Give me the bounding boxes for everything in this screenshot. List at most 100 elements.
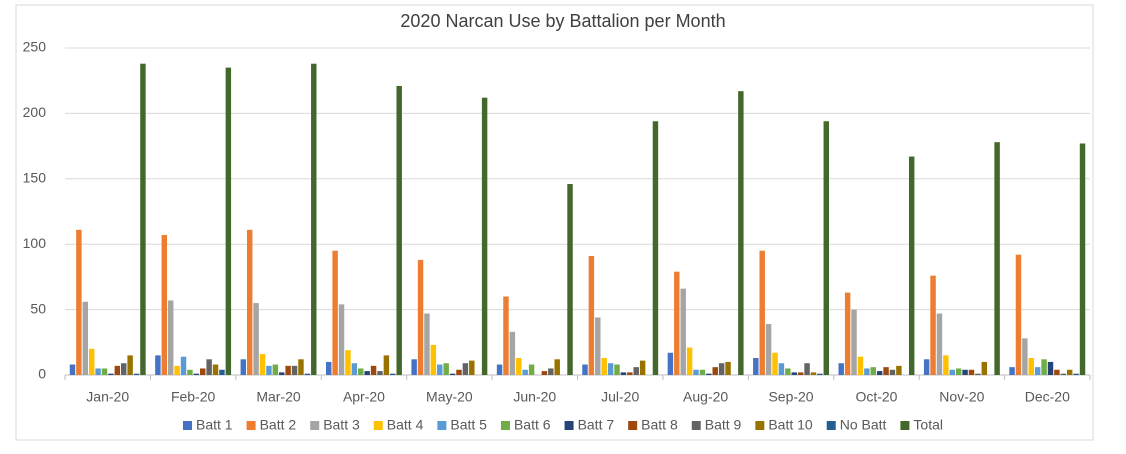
- bar: [955, 368, 962, 375]
- x-tick-label: Sep-20: [768, 389, 813, 405]
- bar: [161, 235, 168, 375]
- y-tick-label: 0: [38, 366, 46, 382]
- bar: [69, 364, 76, 375]
- bar: [851, 309, 857, 375]
- bar: [167, 300, 174, 375]
- bar: [101, 368, 108, 375]
- legend-swatch: [755, 421, 765, 430]
- bar: [266, 365, 272, 375]
- y-tick-label: 150: [23, 170, 47, 186]
- bar: [936, 313, 943, 375]
- bar: [88, 348, 95, 375]
- bar: [364, 371, 370, 375]
- bar: [200, 368, 206, 375]
- x-tick-label: Jun-20: [513, 389, 556, 405]
- legend-label: Batt 3: [323, 417, 360, 433]
- bar: [437, 364, 443, 375]
- bar: [844, 292, 851, 375]
- bar: [469, 360, 475, 375]
- bar: [908, 156, 915, 375]
- bar: [187, 369, 193, 375]
- bar: [1015, 254, 1022, 375]
- bar: [1054, 369, 1060, 375]
- legend-swatch: [246, 421, 256, 430]
- bar: [390, 373, 396, 375]
- bar: [889, 369, 896, 375]
- legend-swatch: [628, 421, 638, 430]
- bar: [377, 371, 383, 375]
- bar: [279, 372, 285, 375]
- bar: [896, 365, 902, 375]
- x-tick-label: Apr-20: [343, 389, 385, 405]
- bar: [246, 229, 253, 375]
- bar: [981, 361, 988, 375]
- bar: [174, 365, 180, 375]
- legend-label: Batt 4: [387, 417, 424, 433]
- bar: [443, 363, 449, 375]
- bar: [607, 363, 614, 375]
- bar: [1009, 367, 1015, 375]
- bar: [838, 363, 844, 375]
- bar: [706, 373, 712, 375]
- bar: [968, 369, 975, 375]
- bar: [206, 359, 212, 375]
- legend-label: Batt 2: [260, 417, 297, 433]
- legend-swatch: [373, 421, 383, 430]
- y-tick-label: 250: [23, 39, 47, 55]
- bar: [456, 369, 462, 375]
- bar: [528, 364, 535, 375]
- bar: [272, 364, 279, 375]
- legend-label: Batt 7: [578, 417, 615, 433]
- bar: [411, 359, 417, 375]
- bar: [304, 373, 311, 375]
- legend-label: No Batt: [840, 417, 887, 433]
- bar: [516, 357, 522, 375]
- bar: [627, 372, 633, 375]
- bar: [548, 368, 554, 375]
- bar: [1060, 373, 1067, 375]
- bar: [225, 67, 232, 376]
- legend-label: Batt 1: [196, 417, 233, 433]
- bar: [652, 121, 659, 375]
- bar: [417, 259, 424, 375]
- bar: [601, 357, 607, 375]
- bar: [133, 373, 140, 375]
- bar: [370, 365, 377, 375]
- bar: [1047, 361, 1054, 375]
- x-tick-label: Dec-20: [1025, 389, 1070, 405]
- bar: [633, 367, 639, 375]
- legend-swatch: [564, 421, 574, 430]
- bar: [259, 354, 266, 375]
- y-tick-label: 200: [23, 104, 47, 120]
- bar: [738, 91, 744, 375]
- bar: [870, 367, 876, 375]
- bar: [923, 359, 930, 375]
- bar: [212, 364, 219, 375]
- x-tick-label: Jul-20: [601, 389, 639, 405]
- bar: [298, 359, 304, 375]
- bar: [595, 317, 601, 375]
- bar: [383, 355, 390, 375]
- bar: [994, 142, 1000, 375]
- bar: [759, 250, 765, 375]
- bar: [332, 250, 338, 375]
- bar: [285, 365, 291, 375]
- bar: [639, 360, 646, 375]
- legend-swatch: [310, 421, 320, 430]
- bar: [326, 361, 332, 375]
- bar: [876, 371, 883, 375]
- bar: [1034, 367, 1041, 375]
- bar: [1041, 359, 1047, 375]
- x-tick-label: Mar-20: [256, 389, 301, 405]
- legend-label: Total: [913, 417, 943, 433]
- bar: [765, 323, 772, 375]
- bar: [76, 229, 82, 375]
- bar: [718, 363, 725, 375]
- legend-label: Batt 9: [705, 417, 742, 433]
- bar: [883, 367, 889, 375]
- bar: [567, 184, 573, 375]
- bar: [797, 372, 804, 375]
- bar: [108, 373, 114, 375]
- bar: [674, 271, 680, 375]
- bar: [930, 275, 936, 375]
